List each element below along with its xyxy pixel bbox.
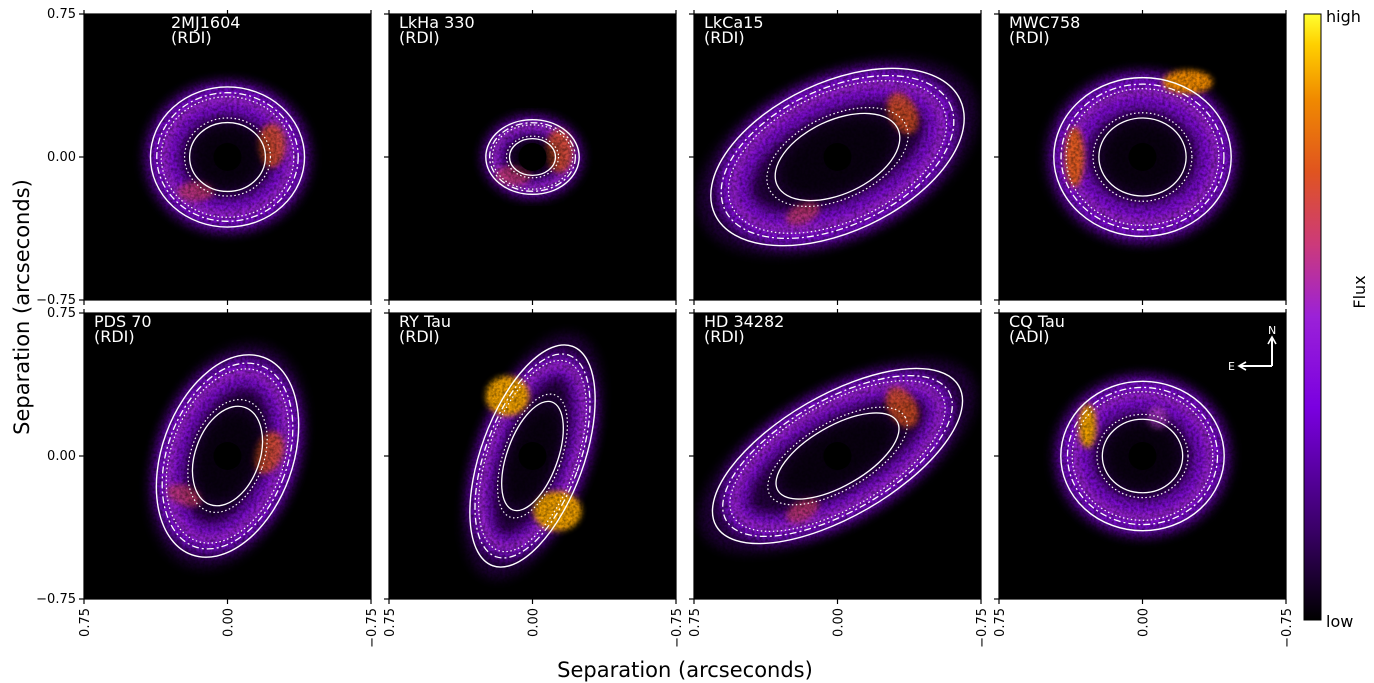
panel-2: LkHa 330(RDI): [384, 10, 677, 305]
x-tick-label: 0.75: [78, 608, 93, 637]
y-tick-label: 0.75: [47, 7, 76, 22]
compass-east-label: E: [1228, 360, 1235, 373]
disk-image: [694, 313, 981, 599]
panel-method: (RDI): [704, 327, 745, 346]
panel-method: (RDI): [94, 327, 135, 346]
contours: [1053, 76, 1232, 238]
panel-title: RY Tau: [399, 312, 451, 331]
contours: [485, 118, 580, 196]
y-tick-label: −0.75: [36, 293, 76, 308]
y-tick-label: 0.00: [47, 449, 76, 464]
disk-image: [84, 313, 371, 599]
x-tick-label: 0.75: [383, 608, 398, 637]
panel-method: (ADI): [1009, 327, 1049, 346]
x-tick-label: 0.00: [222, 608, 237, 637]
compass: [1237, 335, 1277, 371]
disk-image: [389, 14, 676, 300]
panel-title: CQ Tau: [1009, 312, 1065, 331]
y-tick-label: 0.00: [47, 150, 76, 165]
compass-north-label: N: [1268, 324, 1276, 337]
panel-1: 2MJ1604(RDI) 0.75 0.00 −0.75: [36, 7, 372, 308]
panel-title: PDS 70: [94, 312, 152, 331]
x-tick-label: −0.75: [670, 608, 685, 648]
x-tick-label: 0.00: [832, 608, 847, 637]
panel-title: HD 34282: [704, 312, 784, 331]
panel-7: HD 34282(RDI) 0.75 0.00 −0.75: [688, 309, 990, 648]
x-tick-label: 0.75: [993, 608, 1008, 637]
x-axis-title: Separation (arcseconds): [557, 658, 813, 682]
panel-method: (RDI): [704, 28, 745, 47]
panel-5: PDS 70(RDI)0.75 0.00 −0.750.750.00−0.75: [36, 306, 380, 648]
panel-title: MWC758: [1009, 13, 1080, 32]
contours: [469, 344, 596, 568]
disk-image: [389, 313, 676, 599]
panel-method: (RDI): [1009, 28, 1050, 47]
x-tick-label: 0.00: [1137, 608, 1152, 637]
panel-title: 2MJ1604: [171, 13, 240, 32]
panel-method: (RDI): [399, 327, 440, 346]
x-tick-label: −0.75: [1280, 608, 1295, 648]
colorbar-title: Flux: [1350, 275, 1369, 308]
contours: [149, 86, 306, 228]
panel-title: LkHa 330: [399, 13, 475, 32]
panel-3: LkCa15(RDI): [689, 10, 982, 305]
contours: [711, 367, 964, 545]
y-tick-label: 0.75: [47, 306, 76, 321]
x-tick-label: −0.75: [975, 608, 990, 648]
colorbar-low-label: low: [1326, 612, 1353, 631]
colorbar-gradient: [1303, 13, 1322, 621]
y-tick-label: −0.75: [36, 592, 76, 607]
panel-6: RY Tau(RDI) 0.75 0.00 −0.75: [383, 309, 685, 648]
panel-method: (RDI): [399, 28, 440, 47]
disk-image: [999, 14, 1286, 300]
disk-image: [84, 14, 371, 300]
x-tick-label: 0.00: [527, 608, 542, 637]
colorbar: high low Flux: [1303, 7, 1369, 631]
x-tick-label: 0.75: [688, 608, 703, 637]
disk-image: [694, 14, 981, 300]
y-axis-title: Separation (arcseconds): [10, 179, 34, 435]
disk-image: [999, 313, 1286, 599]
panel-8: CQ Tau(ADI) 0.75 0.00 −0.75 N E: [993, 309, 1295, 648]
panel-title: LkCa15: [704, 13, 764, 32]
panel-4: MWC758(RDI): [994, 10, 1287, 305]
colorbar-high-label: high: [1326, 7, 1361, 26]
x-tick-label: −0.75: [365, 608, 380, 648]
contours: [155, 354, 300, 558]
panel-method: (RDI): [171, 28, 212, 47]
contours: [1060, 380, 1225, 532]
